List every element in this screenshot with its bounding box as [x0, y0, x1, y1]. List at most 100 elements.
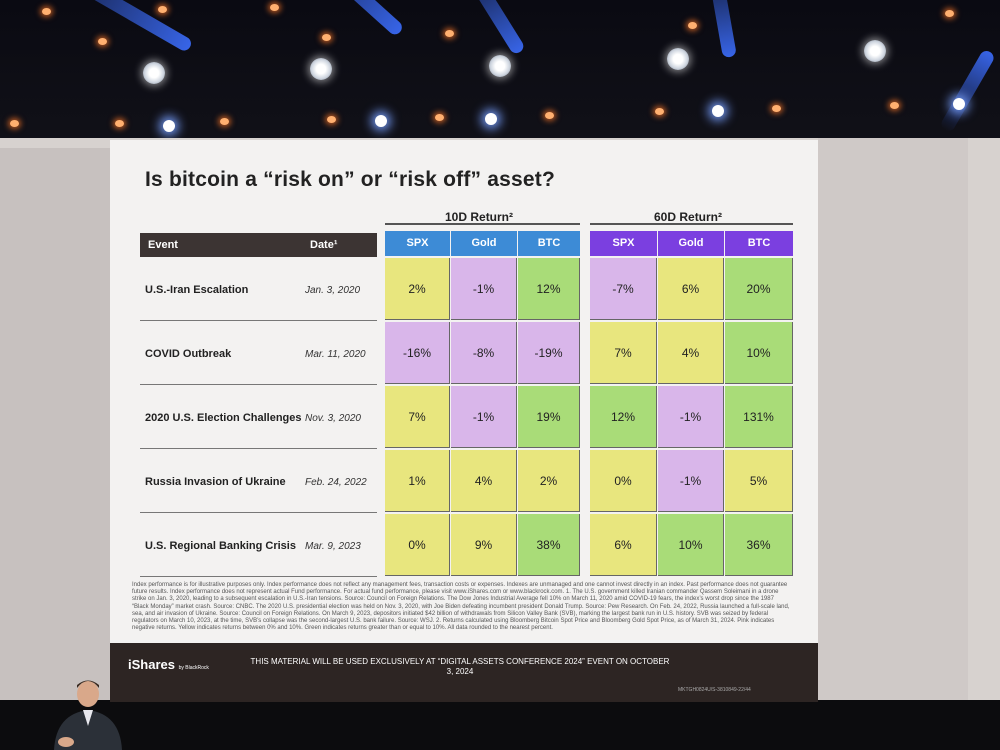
return-cell-60d: -1% — [658, 386, 724, 448]
stage-light — [945, 10, 954, 17]
return-cell-10d: 1% — [385, 450, 450, 512]
col-header-10d-gold: Gold — [451, 231, 517, 256]
slide-title: Is bitcoin a “risk on” or “risk off” ass… — [145, 168, 556, 191]
stage-light — [772, 105, 781, 112]
return-cell-10d: 4% — [451, 450, 517, 512]
event-disclaimer: THIS MATERIAL WILL BE USED EXCLUSIVELY A… — [250, 657, 670, 676]
col-header-60d-spx: SPX — [590, 231, 657, 256]
stage-light — [42, 8, 51, 15]
event-date: Mar. 11, 2020 — [305, 349, 366, 360]
stage-light — [322, 34, 331, 41]
event-date: Nov. 3, 2020 — [305, 413, 361, 424]
brand-sub: by BlackRock — [178, 665, 209, 671]
return-cell-10d: -16% — [385, 322, 450, 384]
col-header-10d-btc: BTC — [518, 231, 580, 256]
return-cell-60d: 36% — [725, 514, 793, 576]
event-name: Russia Invasion of Ukraine — [145, 476, 286, 488]
date-header-label: Date¹ — [310, 239, 338, 251]
return-cell-60d: 4% — [658, 322, 724, 384]
stage-light — [435, 114, 444, 121]
event-date: Mar. 9, 2023 — [305, 541, 361, 552]
stage-fixture — [667, 48, 689, 70]
slide-footer: iShares by BlackRock THIS MATERIAL WILL … — [110, 643, 818, 702]
group-60d-label: 60D Return² — [654, 210, 723, 224]
screen-left-margin — [0, 148, 110, 708]
return-cell-60d: 5% — [725, 450, 793, 512]
return-cell-10d: 7% — [385, 386, 450, 448]
row-divider — [140, 320, 377, 321]
spotlight-lamp — [485, 113, 497, 125]
col-header-10d-spx: SPX — [385, 231, 450, 256]
group-10d-rule — [385, 223, 580, 225]
event-name: 2020 U.S. Election Challenges — [145, 412, 302, 424]
spotlight-lamp — [712, 105, 724, 117]
spotlight-lamp — [953, 98, 965, 110]
stage-light — [158, 6, 167, 13]
event-header-label: Event — [148, 239, 178, 251]
stage-light — [98, 38, 107, 45]
event-name: COVID Outbreak — [145, 348, 232, 360]
row-divider — [140, 384, 377, 385]
row-divider — [140, 512, 377, 513]
return-cell-10d: 38% — [518, 514, 580, 576]
brand-name: iShares — [128, 657, 175, 672]
col-header-60d-gold: Gold — [658, 231, 724, 256]
return-cell-10d: 0% — [385, 514, 450, 576]
blue-light-beam — [938, 48, 997, 134]
blue-light-beam — [704, 0, 737, 59]
stage-fixture — [310, 58, 332, 80]
return-cell-60d: 10% — [725, 322, 793, 384]
return-cell-10d: -1% — [451, 258, 517, 320]
stage-light — [445, 30, 454, 37]
event-name: U.S. Regional Banking Crisis — [145, 540, 296, 552]
return-cell-60d: 12% — [590, 386, 657, 448]
return-cell-10d: 19% — [518, 386, 580, 448]
event-date: Feb. 24, 2022 — [305, 477, 367, 488]
return-cell-60d: -1% — [658, 450, 724, 512]
event-date: Jan. 3, 2020 — [305, 285, 361, 296]
col-header-60d-btc: BTC — [725, 231, 793, 256]
stage-floor — [0, 700, 1000, 750]
return-cell-10d: -8% — [451, 322, 517, 384]
footnotes: Index performance is for illustrative pu… — [132, 582, 790, 632]
return-cell-60d: 10% — [658, 514, 724, 576]
speaker-figure — [54, 680, 122, 750]
return-cell-10d: 12% — [518, 258, 580, 320]
group-60d-rule — [590, 223, 793, 225]
stage-fixture — [489, 55, 511, 77]
return-cell-60d: 7% — [590, 322, 657, 384]
return-cell-10d: -19% — [518, 322, 580, 384]
stage-lighting-rig — [0, 0, 1000, 150]
return-cell-60d: 20% — [725, 258, 793, 320]
row-divider — [140, 448, 377, 449]
return-cell-60d: 131% — [725, 386, 793, 448]
stage-light — [327, 116, 336, 123]
stage-fixture — [864, 40, 886, 62]
ishares-logo: iShares by BlackRock — [128, 657, 209, 672]
spotlight-lamp — [375, 115, 387, 127]
stage-light — [688, 22, 697, 29]
group-10d-label: 10D Return² — [445, 210, 514, 224]
stage-light — [115, 120, 124, 127]
stage-light — [545, 112, 554, 119]
row-divider — [140, 576, 377, 577]
return-cell-60d: 6% — [590, 514, 657, 576]
screen-right-margin — [818, 138, 968, 713]
spotlight-lamp — [163, 120, 175, 132]
compliance-code: MKTGH0824U/S-3810849-22/44 — [678, 687, 751, 693]
stage-light — [890, 102, 899, 109]
return-cell-10d: 2% — [385, 258, 450, 320]
return-cell-10d: 9% — [451, 514, 517, 576]
return-cell-10d: -1% — [451, 386, 517, 448]
stage-light — [10, 120, 19, 127]
return-cell-60d: -7% — [590, 258, 657, 320]
event-date-header: Event Date¹ — [140, 233, 377, 257]
return-cell-10d: 2% — [518, 450, 580, 512]
blue-light-beam — [268, 0, 405, 38]
stage-light — [655, 108, 664, 115]
return-cell-60d: 0% — [590, 450, 657, 512]
stage-light — [270, 4, 279, 11]
stage-light — [220, 118, 229, 125]
blue-light-beam — [450, 0, 526, 56]
stage-fixture — [143, 62, 165, 84]
